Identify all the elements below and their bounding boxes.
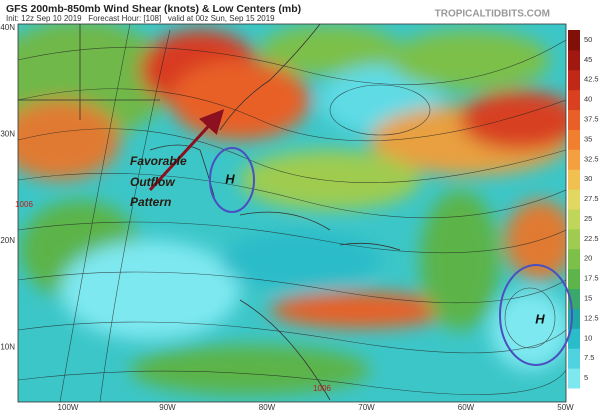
annotation-line: Pattern bbox=[130, 195, 171, 209]
coastlines bbox=[18, 24, 401, 401]
lat-label: 40N bbox=[0, 23, 15, 32]
low-pressure: 1006 bbox=[313, 384, 331, 393]
lat-label: 10N bbox=[0, 343, 15, 352]
colorbar-label: 20 bbox=[584, 254, 592, 263]
colorbar-label: 45 bbox=[584, 55, 592, 64]
colorbar-swatch bbox=[568, 89, 580, 111]
lon-label: 100W bbox=[58, 403, 79, 412]
colorbar-label: 7.5 bbox=[584, 353, 594, 362]
colorbar-label: 42.5 bbox=[584, 75, 599, 84]
colorbar-swatch bbox=[568, 328, 580, 349]
high-circle bbox=[209, 147, 255, 213]
lat-label: 30N bbox=[0, 130, 15, 139]
colorbar-swatch bbox=[568, 49, 580, 71]
annotation-line: Favorable bbox=[130, 154, 187, 168]
colorbar-label: 15 bbox=[584, 293, 592, 302]
streamlines bbox=[18, 24, 566, 402]
colorbar-label: 25 bbox=[584, 214, 592, 223]
arrow bbox=[148, 109, 225, 192]
colorbar-swatch bbox=[568, 248, 580, 270]
colorbar-label: 40 bbox=[584, 95, 592, 104]
map-title: GFS 200mb-850mb Wind Shear (knots) & Low… bbox=[6, 3, 301, 15]
lon-label: 60W bbox=[458, 403, 475, 412]
low-pressure: 1006 bbox=[15, 200, 33, 209]
colorbar-swatch bbox=[568, 149, 580, 170]
colorbar-label: 10 bbox=[584, 333, 592, 342]
colorbar: 5 7.5 10 12.5 15 17.5 20 22.5 25 27.5 30 32.5 35 37.5… bbox=[568, 30, 599, 389]
lon-label: 90W bbox=[159, 403, 176, 412]
colorbar-swatch bbox=[568, 30, 580, 51]
lon-label: 80W bbox=[259, 403, 276, 412]
colorbar-swatch bbox=[568, 209, 580, 230]
lon-label: 70W bbox=[358, 403, 375, 412]
colorbar-label: 22.5 bbox=[584, 234, 599, 243]
colorbar-label: 30 bbox=[584, 174, 592, 183]
annotation-line: Outflow bbox=[130, 175, 175, 189]
shear-field bbox=[18, 24, 566, 402]
site-name: TROPICALTIDBITS.COM bbox=[435, 9, 550, 20]
high-circle bbox=[499, 264, 573, 366]
colorbar-label: 5 bbox=[584, 373, 588, 382]
colorbar-label: 37.5 bbox=[584, 114, 599, 123]
annotation: Favorable Outflow Pattern bbox=[130, 154, 187, 209]
colorbar-label: 35 bbox=[584, 134, 592, 143]
colorbar-swatch bbox=[568, 109, 580, 130]
high-marker: H bbox=[225, 171, 235, 186]
colorbar-swatch bbox=[568, 308, 580, 329]
colorbar-swatch bbox=[568, 268, 580, 290]
colorbar-swatch bbox=[568, 69, 580, 91]
colorbar-label: 12.5 bbox=[584, 313, 599, 322]
colorbar-swatch bbox=[568, 129, 580, 150]
colorbar-swatch bbox=[568, 189, 580, 210]
axis-labels: 40N 30N 20N 10N 100W 90W 80W 70W 60W 50W bbox=[0, 23, 574, 412]
colorbar-label: 17.5 bbox=[584, 274, 599, 283]
lat-label: 20N bbox=[0, 236, 15, 245]
colorbar-label: 32.5 bbox=[584, 154, 599, 163]
map-subtitle: Init: 12z Sep 10 2019 Forecast Hour: [10… bbox=[6, 14, 275, 23]
colorbar-swatch bbox=[568, 368, 580, 389]
colorbar-swatch bbox=[568, 228, 580, 250]
colorbar-swatch bbox=[568, 169, 580, 190]
colorbar-label: 27.5 bbox=[584, 194, 599, 203]
colorbar-label: 50 bbox=[584, 35, 592, 44]
map-frame bbox=[17, 23, 567, 403]
high-marker: H bbox=[535, 311, 545, 326]
lon-label: 50W bbox=[557, 403, 574, 412]
colorbar-swatch bbox=[568, 348, 580, 369]
